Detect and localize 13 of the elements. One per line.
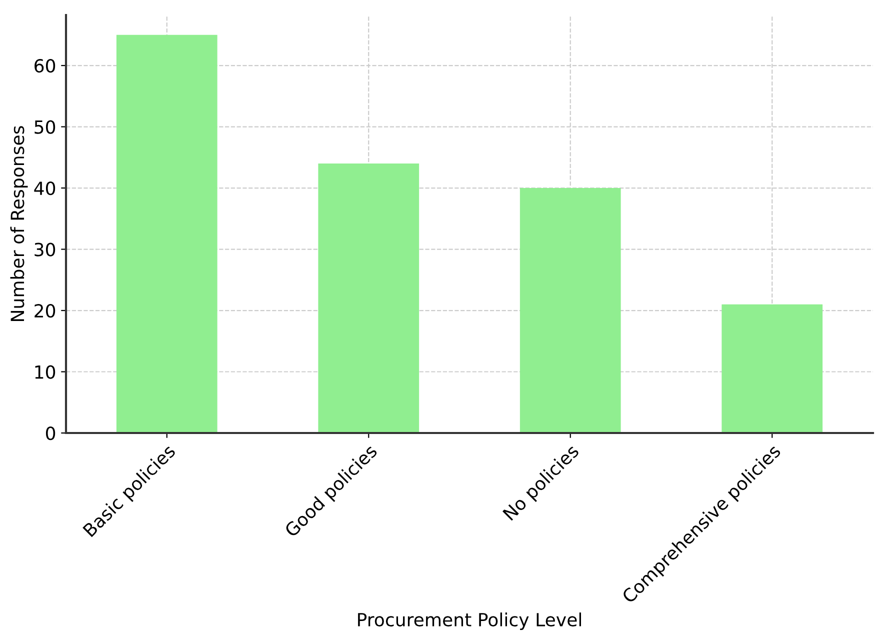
bar bbox=[722, 304, 823, 433]
y-tick-label: 0 bbox=[46, 426, 56, 440]
y-tick-label: 30 bbox=[34, 242, 56, 256]
y-tick-label: 10 bbox=[35, 365, 56, 379]
y-tick-label: 50 bbox=[34, 120, 56, 134]
bar bbox=[318, 164, 420, 433]
y-tick-label: 20 bbox=[34, 304, 56, 318]
bar bbox=[116, 34, 218, 433]
bar bbox=[520, 188, 621, 433]
y-axis-title: Number of Responses bbox=[10, 126, 28, 321]
y-tick-label: 40 bbox=[34, 181, 56, 196]
x-axis-title: Procurement Policy Level bbox=[358, 612, 582, 630]
y-tick-label: 60 bbox=[34, 58, 56, 73]
